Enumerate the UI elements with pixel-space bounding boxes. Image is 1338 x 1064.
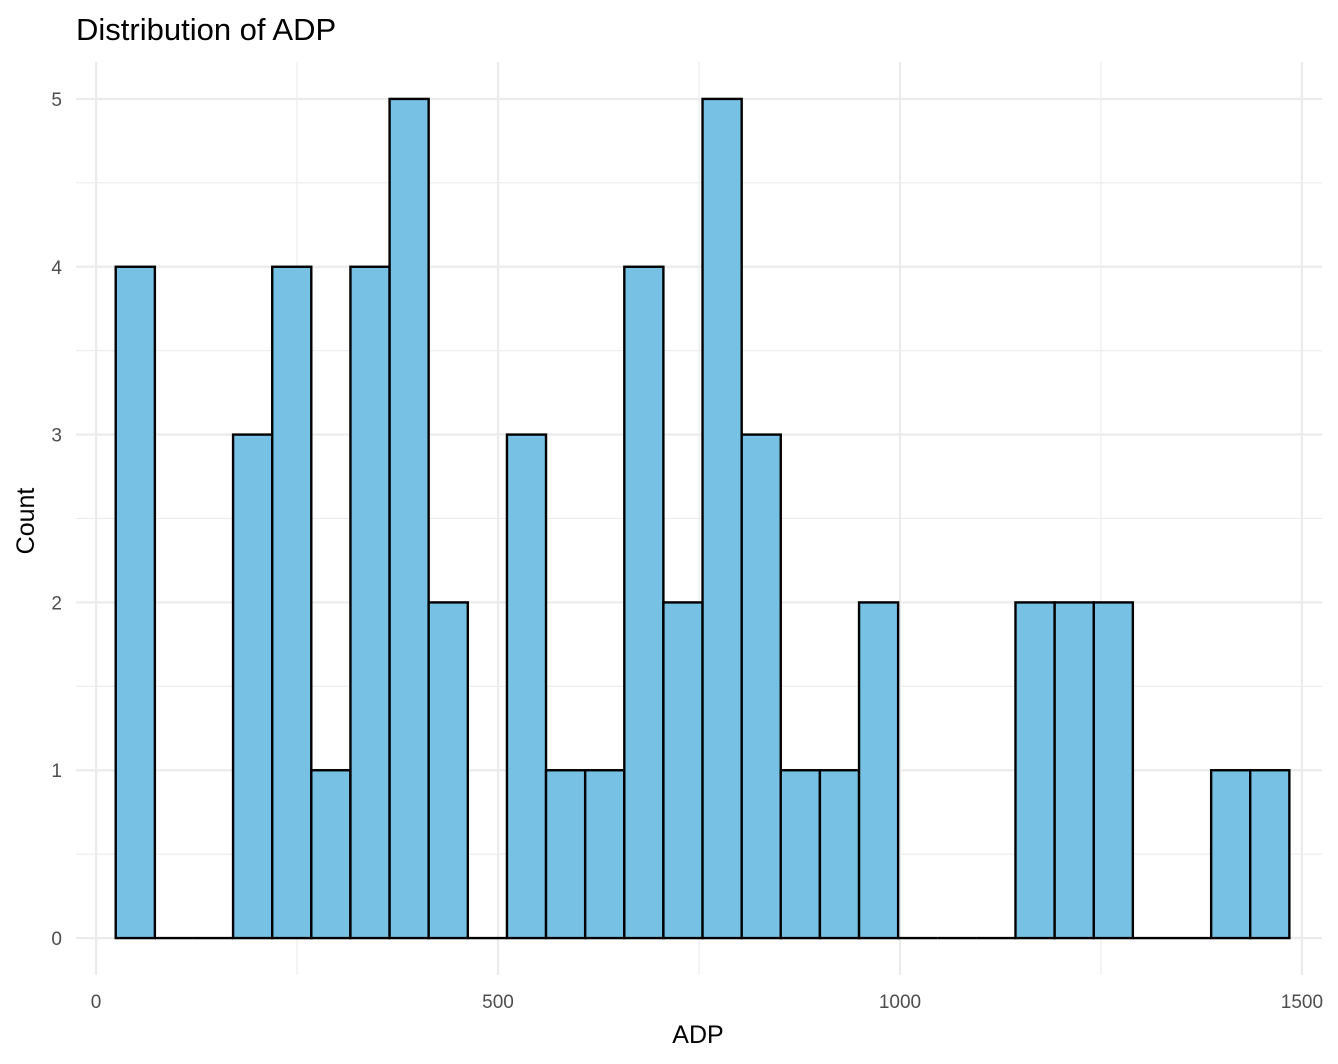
- histogram-bar: [427, 601, 470, 940]
- histogram-bar: [1249, 769, 1291, 940]
- x-tick-label: 0: [91, 992, 102, 1013]
- y-tick-label: 5: [51, 90, 62, 111]
- x-tick-label: 1500: [1281, 992, 1323, 1013]
- histogram-bar: [544, 769, 587, 940]
- histogram-bar: [818, 769, 861, 940]
- histogram-bar: [271, 265, 313, 940]
- chart-title: Distribution of ADP: [76, 12, 336, 47]
- x-axis-title: ADP: [672, 1021, 723, 1049]
- histogram-bar: [1209, 769, 1252, 940]
- y-axis-tick-labels: 0 1 2 3 4 5: [51, 90, 62, 950]
- x-tick-label: 1000: [879, 992, 921, 1013]
- histogram-bar: [388, 97, 430, 940]
- histogram-bar: [740, 433, 782, 940]
- x-axis-tick-labels: 0 500 1000 1500: [91, 992, 1323, 1013]
- x-tick-label: 500: [482, 992, 514, 1013]
- histogram-bar: [349, 265, 391, 940]
- y-tick-label: 3: [51, 426, 62, 447]
- histogram-bars: [114, 97, 1291, 940]
- histogram-bar: [114, 265, 157, 940]
- histogram-bar: [701, 97, 743, 940]
- y-tick-label: 2: [51, 593, 62, 614]
- histogram-bar: [231, 433, 274, 940]
- y-axis-title: Count: [12, 488, 40, 555]
- y-tick-label: 0: [51, 929, 62, 950]
- histogram-bar: [779, 769, 822, 940]
- histogram-bar: [1053, 601, 1095, 940]
- histogram-bar: [623, 265, 665, 940]
- histogram-bar: [505, 433, 548, 940]
- histogram-bar: [1092, 601, 1135, 940]
- histogram-bar: [857, 601, 900, 940]
- histogram-bar: [310, 769, 352, 940]
- y-tick-label: 4: [51, 258, 62, 279]
- y-tick-label: 1: [51, 761, 62, 782]
- histogram-bar: [662, 601, 704, 940]
- histogram-bar: [583, 769, 626, 940]
- histogram-bar: [1014, 601, 1056, 940]
